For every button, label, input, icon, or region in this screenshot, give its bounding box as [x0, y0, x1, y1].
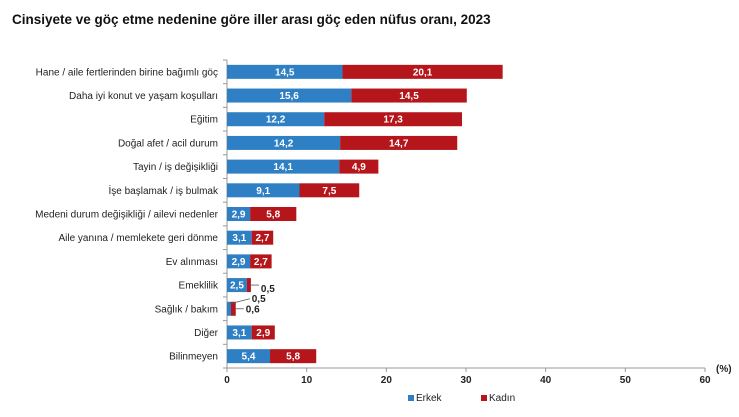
bar-kadin: [342, 64, 503, 79]
value-label-kadin: 7,5: [322, 186, 336, 197]
value-label-erkek: 14,2: [274, 138, 294, 149]
value-label-kadin: 20,1: [413, 67, 433, 78]
value-label-kadin: 5,8: [286, 352, 300, 363]
value-label-erkek: 2,9: [232, 210, 246, 221]
category-label: Tayin / iş değişikliği: [133, 162, 218, 173]
category-label: Sağlık / bakım: [155, 304, 218, 315]
bar-erkek: [227, 88, 352, 103]
value-label-erkek: 3,1: [232, 233, 246, 244]
category-label: Bilinmeyen: [169, 352, 218, 363]
legend-swatch-erkek: [408, 395, 414, 401]
x-tick-label: 10: [301, 375, 313, 386]
bar-kadin: [339, 159, 379, 174]
x-tick-label: 30: [460, 375, 472, 386]
bar-erkek: [227, 207, 251, 221]
value-label-kadin: 2,7: [254, 257, 268, 268]
x-tick-label: 0: [224, 375, 230, 386]
bar-kadin: [324, 112, 463, 127]
x-tick-label: 20: [381, 375, 393, 386]
bar-erkek: [227, 64, 343, 79]
category-label: Eğitim: [190, 115, 218, 126]
x-tick-label: 40: [540, 375, 552, 386]
value-label-kadin: 14,7: [389, 138, 409, 149]
bar-erkek: [227, 183, 300, 198]
bar-erkek: [227, 278, 247, 293]
category-label: İşe başlamak / iş bulmak: [109, 184, 219, 197]
bar-kadin: [250, 254, 272, 269]
category-label: Emeklilik: [179, 281, 219, 292]
value-label-kadin: 0,5: [261, 284, 275, 295]
category-label: Medeni durum değişikliği / ailevi nedenl…: [35, 210, 219, 221]
bar-kadin: [246, 278, 251, 293]
x-tick-label: 50: [620, 375, 632, 386]
value-label-erkek: 9,1: [256, 186, 270, 197]
legend-label-erkek: Erkek: [416, 393, 443, 404]
bar-erkek: [227, 301, 231, 316]
bar-erkek: [227, 254, 251, 269]
bar-erkek: [227, 325, 252, 340]
category-label: Hane / aile fertlerinden birine bağımlı …: [36, 67, 218, 78]
value-label-erkek: 2,9: [232, 257, 246, 268]
value-label-kadin: 2,9: [256, 328, 270, 339]
value-label-kadin: 14,5: [399, 91, 419, 102]
category-label: Doğal afet / acil durum: [118, 138, 218, 149]
bar-kadin: [250, 207, 297, 221]
value-label-erkek: 14,5: [275, 67, 295, 78]
bar-erkek: [227, 135, 341, 150]
bar-kadin: [351, 88, 467, 103]
chart-title: Cinsiyete ve göç etme nedenine göre ille…: [12, 12, 491, 27]
bar-erkek: [227, 349, 271, 364]
value-label-kadin: 4,9: [352, 162, 366, 173]
category-label: Diğer: [194, 328, 219, 339]
value-label-erkek: 0,5: [252, 294, 266, 305]
unit-label: (%): [716, 364, 732, 375]
category-label: Aile yanına / memlekete geri dönme: [58, 233, 218, 244]
bar-erkek: [227, 230, 252, 245]
bar-kadin: [251, 230, 274, 245]
bar-erkek: [227, 159, 340, 174]
value-label-kadin: 2,7: [255, 233, 269, 244]
value-label-erkek: 15,6: [279, 91, 299, 102]
value-label-erkek: 2,5: [230, 281, 244, 292]
bar-kadin: [230, 301, 236, 316]
value-label-erkek: 5,4: [242, 352, 256, 363]
legend-swatch-kadin: [481, 395, 487, 401]
category-label: Ev alınması: [166, 257, 218, 268]
value-label-kadin: 17,3: [383, 115, 403, 126]
bar-kadin: [251, 325, 275, 340]
category-label: Daha iyi konut ve yaşam koşulları: [69, 91, 218, 102]
x-tick-label: 60: [699, 375, 711, 386]
bar-kadin: [340, 135, 458, 150]
leader-line: [229, 298, 250, 305]
value-label-erkek: 14,1: [273, 162, 293, 173]
value-label-erkek: 3,1: [232, 328, 246, 339]
value-label-kadin: 5,8: [266, 210, 280, 221]
bar-kadin: [299, 183, 360, 198]
value-label-kadin: 0,6: [246, 304, 260, 315]
legend-label-kadin: Kadın: [489, 393, 515, 404]
bar-kadin: [270, 349, 317, 364]
value-label-erkek: 12,2: [266, 115, 286, 126]
bar-erkek: [227, 112, 325, 127]
